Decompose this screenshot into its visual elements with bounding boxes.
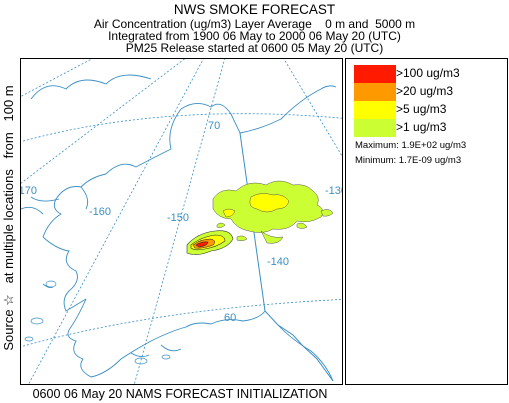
- legend-label: >1 ug/m3: [396, 120, 447, 134]
- concentration-subtitle: Air Concentration (ug/m3) Layer Average …: [93, 17, 416, 31]
- lat-label-60: 60: [224, 312, 236, 324]
- lon-label-160: -160: [89, 206, 111, 218]
- page-title: NWS SMOKE FORECAST: [173, 2, 336, 17]
- lon-label-130: -130: [325, 185, 342, 197]
- longitude-lines: [21, 59, 342, 384]
- legend-swatch-yellow: [354, 101, 396, 119]
- legend-label: >100 ug/m3: [396, 66, 460, 80]
- maximum-value: Maximum: 1.9E+02 ug/m3: [355, 140, 467, 151]
- smoke-plume-interior: [212, 180, 334, 244]
- lon-label-170: -170: [21, 185, 37, 197]
- legend-label: >5 ug/m3: [396, 102, 447, 116]
- legend-item-over100: >100 ug/m3: [354, 65, 504, 83]
- legend-swatch-green: [354, 119, 396, 137]
- lon-label-140: -140: [267, 256, 289, 268]
- legend-label: >20 ug/m3: [396, 84, 454, 98]
- source-label: Source ☆ at multiple locations from 100 …: [1, 85, 16, 351]
- map-panel: -170 -160 -150 -140 -130 70 60: [20, 58, 343, 385]
- lon-label-150: -150: [167, 212, 189, 224]
- integration-period: Integrated from 1900 06 May to 2000 06 M…: [108, 29, 401, 43]
- legend-item-over5: >5 ug/m3: [354, 101, 504, 119]
- lat-label-70: 70: [208, 120, 220, 132]
- legend-swatch-orange: [354, 83, 396, 101]
- coastlines: [21, 74, 337, 382]
- latitude-lines: [21, 113, 342, 348]
- legend-swatch-red: [354, 65, 396, 83]
- legend-item-over20: >20 ug/m3: [354, 83, 504, 101]
- legend-item-over1: >1 ug/m3: [354, 119, 504, 137]
- release-info: PM25 Release started at 0600 05 May 20 (…: [125, 41, 384, 55]
- smoke-plume-southwest: [186, 230, 234, 255]
- islands: [24, 280, 171, 365]
- minimum-value: Minimum: 1.7E-09 ug/m3: [355, 155, 462, 166]
- forecast-initialization: 0600 06 May 20 NAMS FORECAST INITIALIZAT…: [32, 387, 328, 401]
- alaska-map: -170 -160 -150 -140 -130 70 60: [21, 59, 342, 384]
- legend-panel: >100 ug/m3 >20 ug/m3 >5 ug/m3 >1 ug/m3 M…: [345, 58, 508, 385]
